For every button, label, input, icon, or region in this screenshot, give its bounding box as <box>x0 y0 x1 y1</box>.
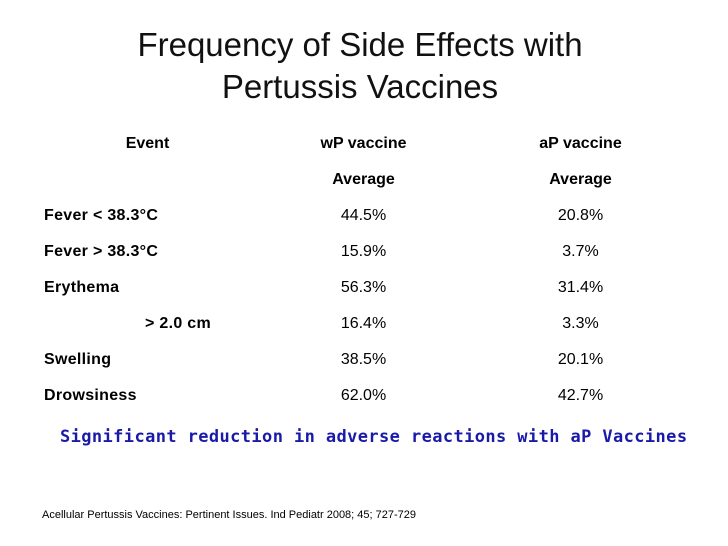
table-row: Swelling 38.5% 20.1% <box>0 342 728 378</box>
row-wp-value: 38.5% <box>340 351 387 368</box>
row-ap-value: 20.8% <box>557 207 604 224</box>
row-event: Swelling <box>44 351 112 368</box>
side-effects-table: Event wP vaccine aP vaccine Average Aver… <box>0 126 728 414</box>
table-row: Erythema 56.3% 31.4% <box>0 270 728 306</box>
row-ap-value: 42.7% <box>557 387 604 404</box>
table-row: > 2.0 cm 16.4% 3.3% <box>0 306 728 342</box>
row-wp-value: 62.0% <box>340 387 387 404</box>
row-ap-value: 3.3% <box>562 315 599 332</box>
row-wp-value: 44.5% <box>340 207 387 224</box>
row-event: Fever > 38.3°C <box>44 243 159 260</box>
row-wp-value: 16.4% <box>340 315 387 332</box>
table-row: Fever < 38.3°C 44.5% 20.8% <box>0 198 728 234</box>
citation-text: Acellular Pertussis Vaccines: Pertinent … <box>42 509 417 521</box>
header-ap-vaccine: aP vaccine <box>539 135 622 152</box>
title-line-1: Frequency of Side Effects with <box>137 26 583 63</box>
row-ap-value: 20.1% <box>557 351 604 368</box>
conclusion-text: Significant reduction in adverse reactio… <box>60 427 688 447</box>
row-event: Erythema <box>44 279 120 296</box>
table-row: Drowsiness 62.0% 42.7% <box>0 378 728 414</box>
header-event: Event <box>125 135 170 152</box>
row-ap-value: 31.4% <box>557 279 604 296</box>
table-subheader-row: Average Average <box>0 162 728 198</box>
header-ap-average: Average <box>549 171 612 188</box>
row-event: Drowsiness <box>44 387 137 404</box>
header-wp-vaccine: wP vaccine <box>320 135 407 152</box>
row-wp-value: 56.3% <box>340 279 387 296</box>
table-header-row: Event wP vaccine aP vaccine <box>0 126 728 162</box>
row-ap-value: 3.7% <box>562 243 599 260</box>
row-event: > 2.0 cm <box>145 315 212 332</box>
table-row: Fever > 38.3°C 15.9% 3.7% <box>0 234 728 270</box>
header-wp-average: Average <box>332 171 395 188</box>
row-wp-value: 15.9% <box>340 243 387 260</box>
row-event: Fever < 38.3°C <box>44 207 159 224</box>
slide-title: Frequency of Side Effects with Pertussis… <box>60 24 660 108</box>
title-line-2: Pertussis Vaccines <box>221 68 499 105</box>
